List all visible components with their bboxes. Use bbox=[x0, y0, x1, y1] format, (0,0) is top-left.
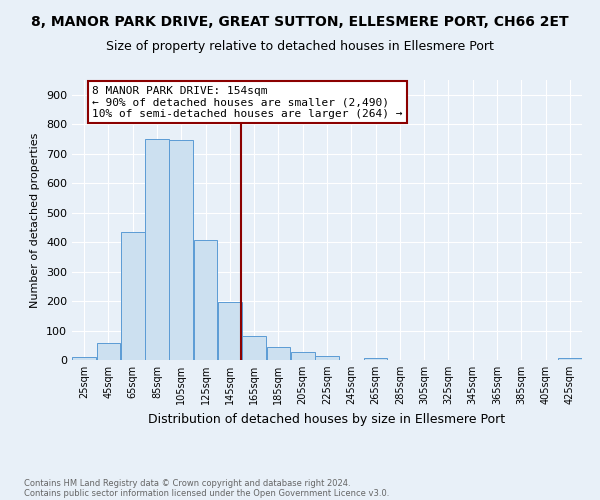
Text: Size of property relative to detached houses in Ellesmere Port: Size of property relative to detached ho… bbox=[106, 40, 494, 53]
Bar bbox=[315, 356, 339, 360]
Text: 8 MANOR PARK DRIVE: 154sqm
← 90% of detached houses are smaller (2,490)
10% of s: 8 MANOR PARK DRIVE: 154sqm ← 90% of deta… bbox=[92, 86, 403, 119]
Bar bbox=[266, 348, 290, 360]
Bar bbox=[242, 336, 266, 360]
Bar bbox=[364, 358, 388, 360]
Bar bbox=[121, 232, 145, 360]
Bar bbox=[97, 343, 120, 360]
Bar bbox=[194, 240, 217, 360]
Y-axis label: Number of detached properties: Number of detached properties bbox=[31, 132, 40, 308]
Text: Contains HM Land Registry data © Crown copyright and database right 2024.: Contains HM Land Registry data © Crown c… bbox=[24, 478, 350, 488]
Bar bbox=[291, 352, 314, 360]
X-axis label: Distribution of detached houses by size in Ellesmere Port: Distribution of detached houses by size … bbox=[148, 412, 506, 426]
Bar bbox=[558, 358, 581, 360]
Bar bbox=[169, 140, 193, 360]
Bar bbox=[73, 357, 96, 360]
Text: 8, MANOR PARK DRIVE, GREAT SUTTON, ELLESMERE PORT, CH66 2ET: 8, MANOR PARK DRIVE, GREAT SUTTON, ELLES… bbox=[31, 15, 569, 29]
Bar bbox=[218, 302, 242, 360]
Bar bbox=[145, 139, 169, 360]
Text: Contains public sector information licensed under the Open Government Licence v3: Contains public sector information licen… bbox=[24, 488, 389, 498]
